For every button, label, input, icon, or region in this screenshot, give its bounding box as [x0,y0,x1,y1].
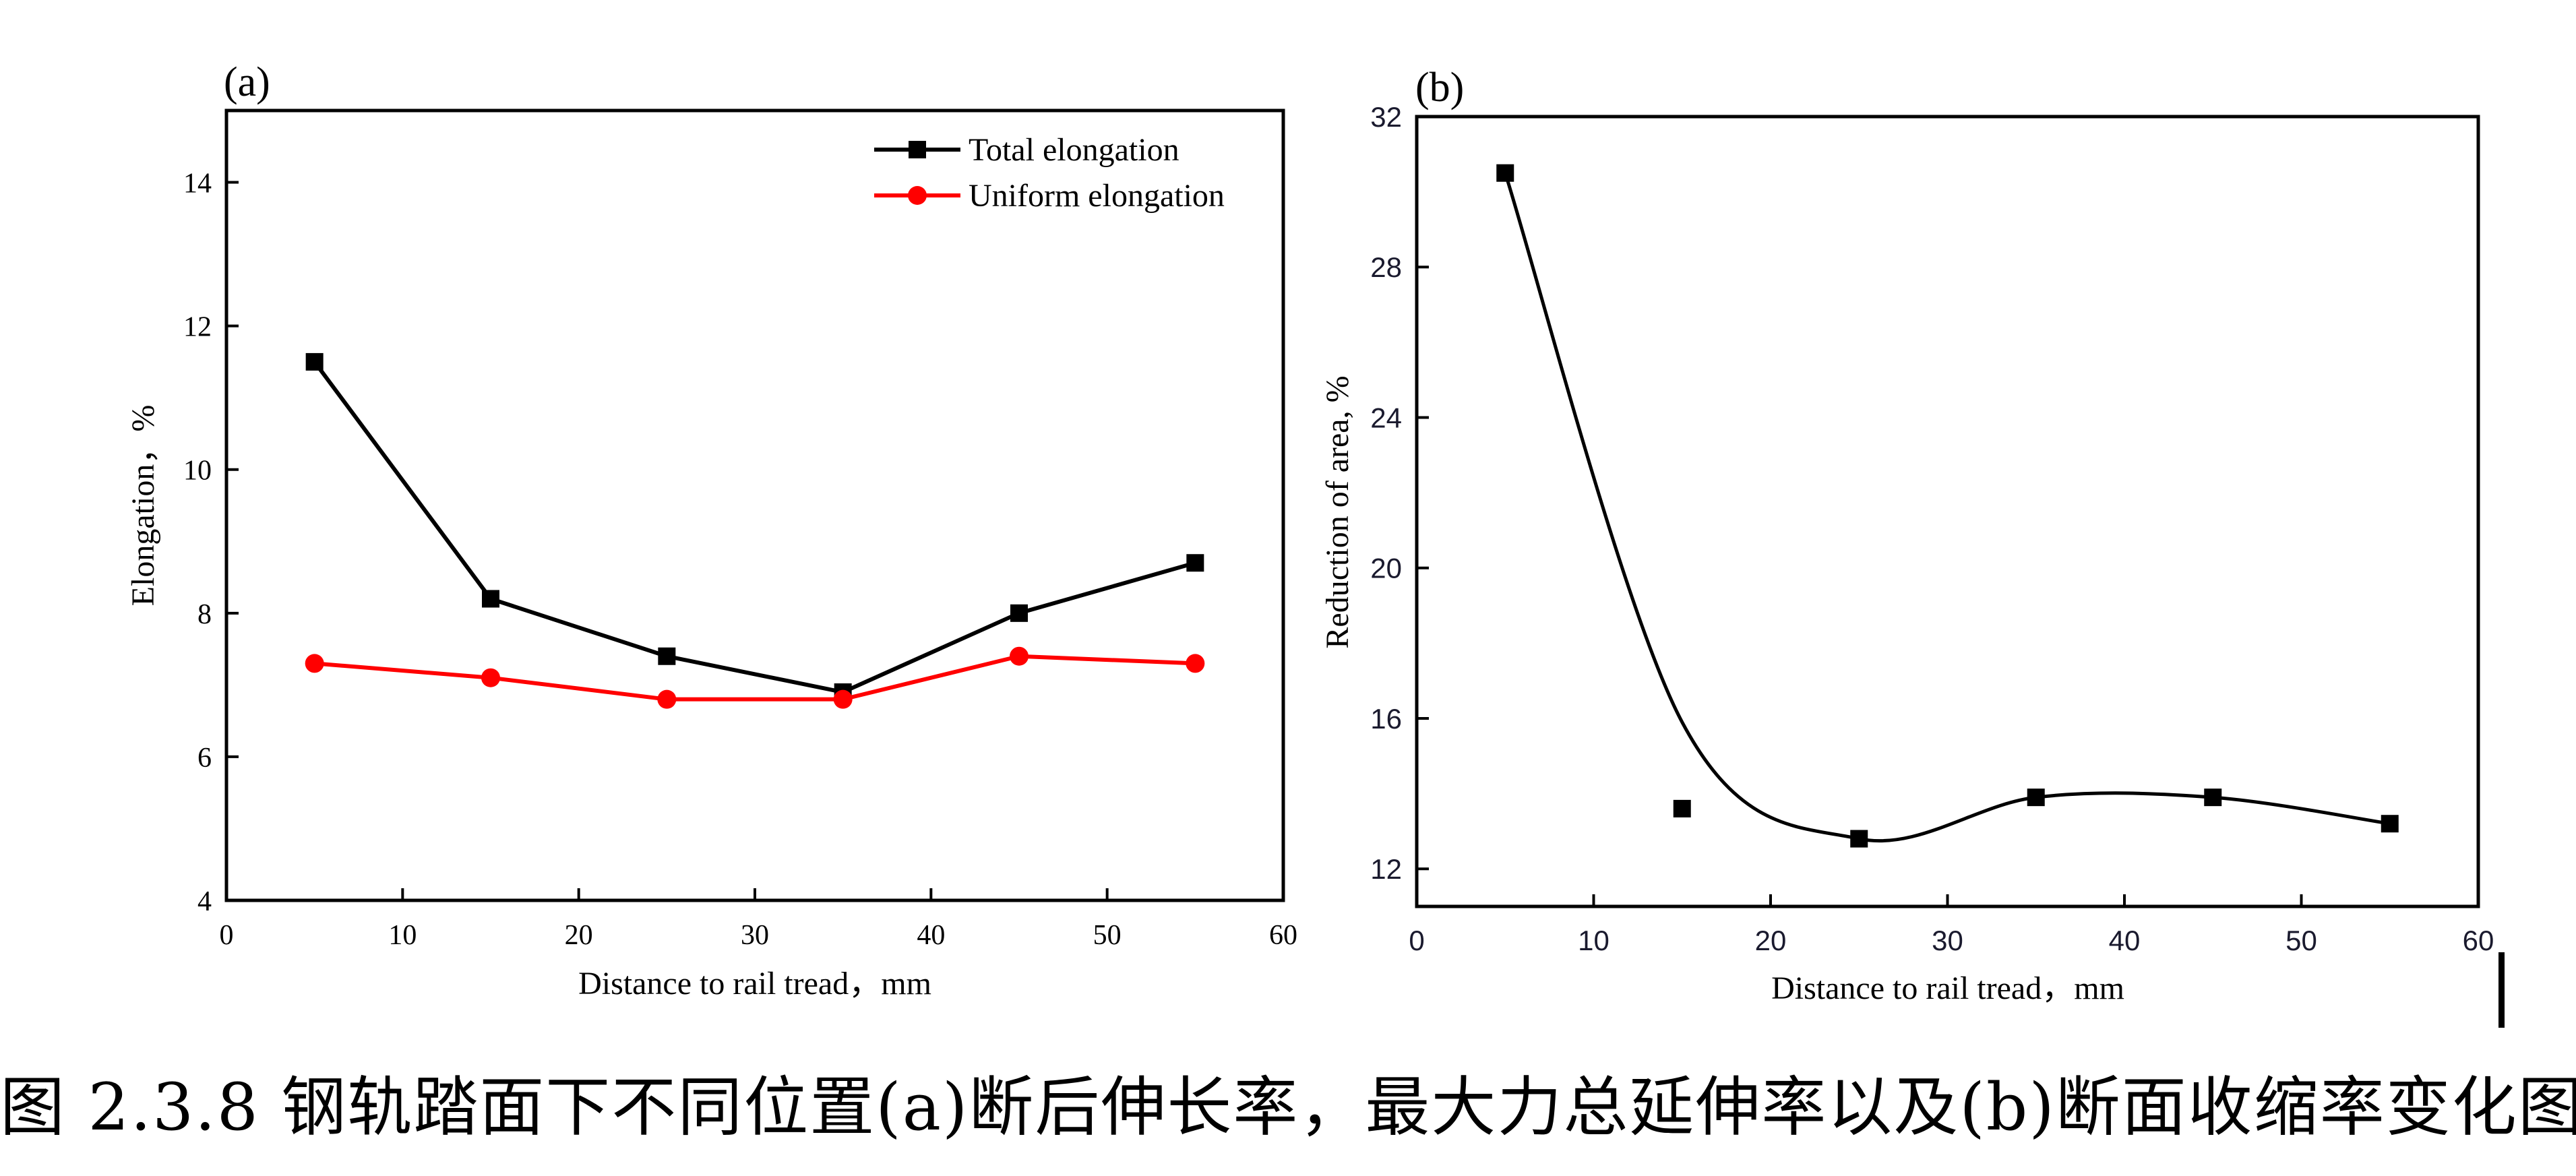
panel-b-x-axis: 0 10 20 30 40 50 60 [1409,894,2494,956]
a-x-tick-label: 60 [1269,920,1297,951]
total-elongation-line [313,361,1196,695]
b-x-tick-label: 10 [1578,925,1609,956]
reduction-of-area-point [1496,164,1514,182]
uniform-elongation-point [657,689,677,709]
total-elongation-point [1186,554,1204,572]
a-y-tick-label: 6 [197,743,212,774]
panel-a-plot-frame [224,109,1285,902]
panel-a-series [305,352,1205,709]
panel-b-plot-frame [1415,115,2480,908]
a-y-tick-label: 4 [197,886,212,917]
panel-a-elongation-chart: (a) 4 6 8 10 12 14 0 10 20 30 40 50 60 Distance to … [125,59,1297,1001]
reduction-of-area-point [2381,815,2399,833]
legend-label-uniform: Uniform elongation [969,178,1225,214]
a-y-tick-label: 14 [183,168,212,199]
reduction-of-area-point [2204,788,2222,807]
legend-marker-square [909,141,926,158]
a-x-tick-label: 40 [917,920,945,951]
total-elongation-point [1010,604,1028,622]
reduction-of-area-point [1673,799,1691,817]
legend-marker-circle [908,186,927,205]
uniform-elongation-point [1186,654,1205,673]
reduction-of-area-fit-curve [1503,172,2391,843]
a-y-tick-label: 10 [183,456,212,487]
b-y-tick-label: 16 [1370,703,1402,735]
b-x-tick-label: 50 [2286,925,2317,956]
b-y-tick-label: 28 [1370,251,1402,283]
panel-b-y-axis: 12 16 20 24 28 32 [1370,101,1429,885]
a-y-tick-label: 12 [183,312,212,343]
uniform-elongation-point [1010,646,1029,666]
a-y-tick-label: 8 [197,599,212,630]
b-y-tick-label: 24 [1370,402,1402,433]
panel-b-x-axis-title: Distance to rail tread，mm [1771,970,2124,1006]
panel-b-reduction-of-area-chart: (b) 12 16 20 24 28 32 0 10 20 30 40 50 60 Distance … [1320,65,2494,1006]
b-y-tick-label: 32 [1370,101,1402,133]
a-x-tick-label: 10 [388,920,417,951]
panel-b-series [1496,164,2399,848]
uniform-elongation-point [833,689,853,709]
figure-caption: 图 2.3.8 钢轨踏面下不同位置(a)断后伸长率，最大力总延伸率以及(b)断面… [0,1070,2576,1145]
a-x-tick-label: 30 [741,920,769,951]
a-x-tick-label: 20 [565,920,593,951]
panel-a-legend: Total elongation Uniform elongation [874,132,1225,214]
uniform-elongation-line [314,654,1196,702]
total-elongation-point [482,590,499,608]
panel-a-y-axis: 4 6 8 10 12 14 [183,168,239,917]
uniform-elongation-point [305,654,324,673]
legend-label-total: Total elongation [969,132,1179,168]
page-edge-mark [2498,952,2505,1028]
b-y-tick-label: 12 [1370,853,1402,885]
uniform-elongation-point [481,668,500,687]
legend-item-total-elongation: Total elongation [874,132,1179,168]
b-y-tick-label: 20 [1370,553,1402,584]
panel-a-label: (a) [224,59,270,105]
a-x-tick-label: 0 [220,920,234,951]
a-x-tick-label: 50 [1093,920,1122,951]
panel-b-y-axis-title: Reduction of area, % [1320,375,1355,648]
panel-a-x-axis: 0 10 20 30 40 50 60 [220,888,1297,951]
total-elongation-point [658,647,676,665]
total-elongation-point [305,352,324,371]
b-x-tick-label: 0 [1409,925,1424,956]
b-x-tick-label: 40 [2109,925,2141,956]
panel-a-x-axis-title: Distance to rail tread，mm [578,966,931,1001]
reduction-of-area-point [2027,788,2045,807]
b-x-tick-label: 60 [2463,925,2494,956]
reduction-of-area-point [1850,830,1868,848]
b-x-tick-label: 30 [1932,925,1963,956]
panel-a-y-axis-title: Elongation，% [125,405,161,607]
legend-item-uniform-elongation: Uniform elongation [874,178,1225,214]
b-x-tick-label: 20 [1755,925,1787,956]
panel-b-label: (b) [1415,65,1464,111]
